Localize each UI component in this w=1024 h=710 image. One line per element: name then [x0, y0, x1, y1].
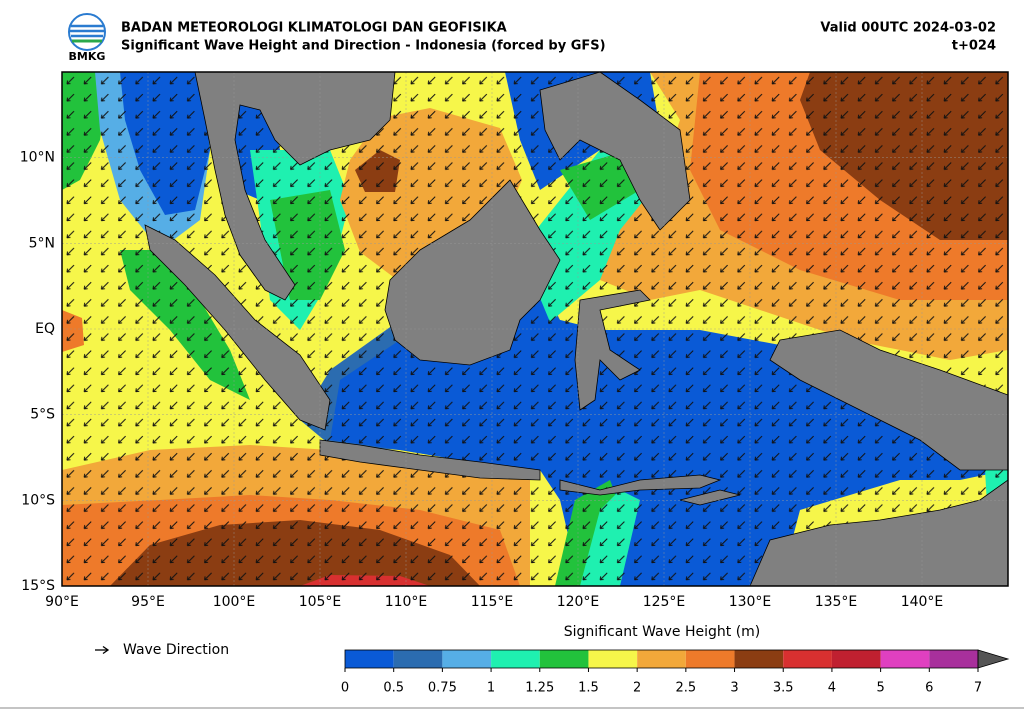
- direction-legend: [95, 645, 110, 655]
- lat-tick-label: 5°N: [29, 235, 55, 251]
- lon-tick-label: 140°E: [901, 594, 944, 610]
- colorbar-segment: [831, 650, 881, 668]
- colorbar-frame: [344, 649, 979, 669]
- lat-tick-label: 10°N: [20, 150, 55, 166]
- colorbar-segment: [539, 650, 589, 668]
- logo: [68, 13, 106, 51]
- colorbar-extension: [977, 649, 1010, 669]
- lon-tick-label: 130°E: [729, 594, 772, 610]
- lon-tick-label: 115°E: [471, 594, 514, 610]
- colorbar-tick-label: 1.5: [578, 681, 599, 696]
- colorbar-tick-label: 3.5: [773, 681, 794, 696]
- colorbar-segment: [442, 650, 492, 668]
- colorbar-tick-label: 6: [925, 681, 933, 696]
- colorbar-segment: [345, 650, 394, 668]
- lon-tick-label: 135°E: [815, 594, 858, 610]
- lat-tick-label: 15°S: [21, 578, 55, 594]
- colorbar-segment: [783, 650, 832, 668]
- colorbar-segment: [880, 650, 930, 668]
- colorbar-tick-label: 0.75: [428, 681, 457, 696]
- colorbar: [344, 649, 1010, 672]
- colorbar-tick-label: 1: [487, 681, 495, 696]
- lon-tick-label: 90°E: [45, 594, 79, 610]
- lat-tick-label: 5°S: [30, 407, 55, 423]
- lat-tick-label: 10°S: [21, 492, 55, 508]
- lon-tick-label: 100°E: [213, 594, 256, 610]
- logo-text: BMKG: [69, 50, 106, 63]
- colorbar-segment: [685, 650, 735, 668]
- colorbar-segment: [491, 650, 540, 668]
- colorbar-tick-label: 0.5: [383, 681, 404, 696]
- colorbar-segment: [393, 650, 443, 668]
- colorbar-segment: [929, 650, 978, 668]
- colorbar-tick-label: 2: [633, 681, 641, 696]
- lat-tick-label: EQ: [35, 321, 55, 337]
- colorbar-segment: [734, 650, 784, 668]
- valid-time: Valid 00UTC 2024-03-02: [820, 21, 996, 36]
- lon-tick-label: 105°E: [299, 594, 342, 610]
- colorbar-tick-label: 1.25: [525, 681, 554, 696]
- colorbar-title: Significant Wave Height (m): [564, 624, 761, 640]
- colorbar-tick-label: 5: [876, 681, 884, 696]
- colorbar-tick-label: 4: [828, 681, 836, 696]
- colorbar-segment: [588, 650, 638, 668]
- lon-tick-label: 110°E: [385, 594, 428, 610]
- legend-label: Wave Direction: [123, 642, 229, 658]
- colorbar-tick-label: 0: [341, 681, 349, 696]
- colorbar-segment: [637, 650, 686, 668]
- lon-tick-label: 120°E: [557, 594, 600, 610]
- colorbar-tick-label: 2.5: [676, 681, 697, 696]
- title: BADAN METEOROLOGI KLIMATOLOGI DAN GEOFIS…: [121, 21, 507, 36]
- subtitle: Significant Wave Height and Direction - …: [121, 39, 606, 54]
- colorbar-tick-label: 3: [730, 681, 738, 696]
- lon-tick-label: 125°E: [643, 594, 686, 610]
- colorbar-tick-label: 7: [974, 681, 982, 696]
- map-frame: [61, 71, 1009, 587]
- lead-time: t+024: [952, 39, 996, 54]
- lon-tick-label: 95°E: [131, 594, 165, 610]
